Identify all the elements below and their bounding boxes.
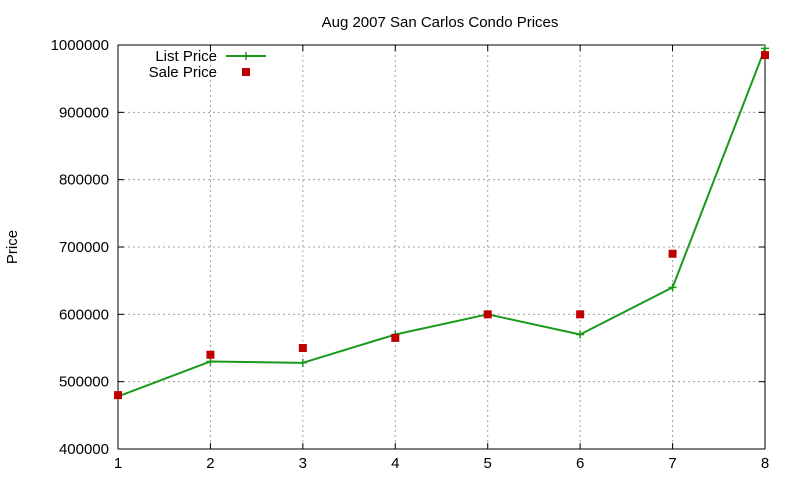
legend-label: List Price	[155, 48, 217, 65]
sale-price-point	[576, 310, 585, 319]
y-tick-label: 600000	[59, 306, 109, 323]
sale-price-point	[483, 310, 492, 319]
axis-ticks: 1 2 3 4 5 6 7 8 400000 500000 600000 700000 800000 90…	[51, 37, 770, 472]
grid	[118, 45, 765, 449]
y-tick-label: 1000000	[51, 37, 109, 54]
y-tick-label: 800000	[59, 172, 109, 189]
sale-price-point	[114, 391, 122, 400]
list-price-line	[117, 48, 766, 398]
y-axis-label: Price	[4, 230, 21, 264]
sale-price-point	[761, 51, 769, 60]
legend-plus-marker	[242, 52, 250, 60]
sale-price-point	[206, 350, 215, 359]
data-series	[114, 44, 769, 401]
y-tick-label: 900000	[59, 104, 109, 121]
x-tick-label: 1	[114, 455, 122, 472]
x-tick-label: 8	[761, 455, 769, 472]
legend-label: Sale Price	[149, 64, 217, 81]
sale-price-point	[668, 249, 677, 258]
list-price-point	[298, 358, 307, 367]
list-price-point	[206, 357, 215, 366]
x-tick-label: 6	[576, 455, 584, 472]
list-price-point	[668, 283, 677, 292]
list-price-point	[761, 44, 769, 53]
list-price-point	[576, 330, 585, 339]
x-tick-label: 3	[299, 455, 307, 472]
plot-frame	[117, 44, 766, 450]
y-tick-label: 400000	[59, 441, 109, 458]
x-tick-label: 2	[206, 455, 214, 472]
legend-square-marker	[242, 68, 250, 76]
x-tick-label: 7	[668, 455, 676, 472]
sale-price-point	[298, 344, 307, 352]
y-tick-label: 700000	[59, 239, 109, 256]
x-tick-label: 5	[484, 455, 492, 472]
y-tick-label: 500000	[59, 374, 109, 391]
sale-price-point	[391, 333, 400, 342]
chart-title: Aug 2007 San Carlos Condo Prices	[322, 14, 559, 31]
x-tick-label: 4	[391, 455, 399, 472]
